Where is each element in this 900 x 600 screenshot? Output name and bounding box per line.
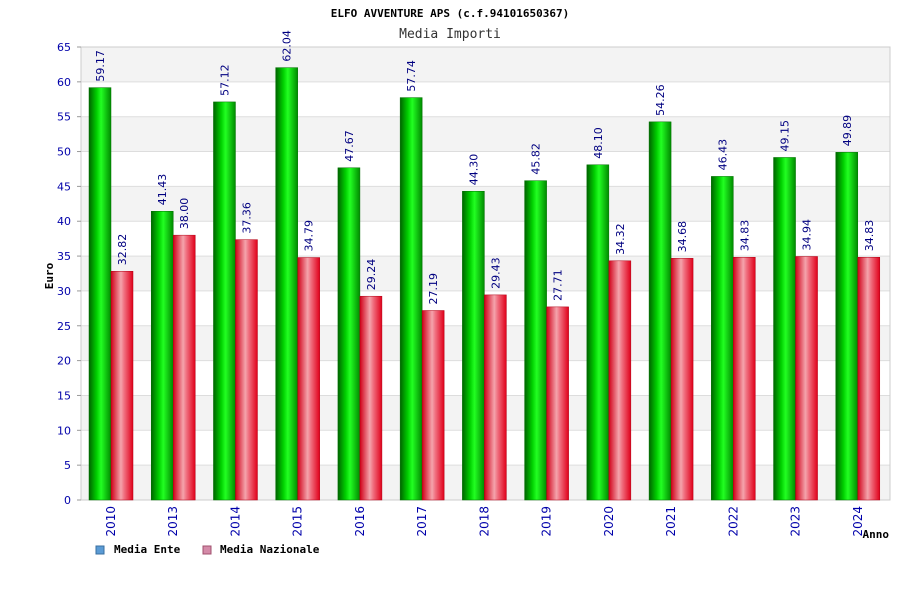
value-label-media-nazionale-2023: 34.94 bbox=[801, 219, 814, 251]
legend-label-media-nazionale: Media Nazionale bbox=[220, 543, 320, 556]
y-tick-label: 15 bbox=[57, 389, 71, 402]
bar-media-nazionale-2016 bbox=[359, 295, 383, 501]
legend-swatch-media-nazionale bbox=[202, 545, 212, 555]
y-tick-label: 55 bbox=[57, 111, 71, 124]
grid-band bbox=[81, 186, 890, 222]
x-tick-label-2017: 2017 bbox=[415, 506, 429, 537]
value-label-media-ente-2015: 62.04 bbox=[281, 30, 294, 62]
value-label-media-nazionale-2010: 32.82 bbox=[116, 234, 129, 266]
bar-media-ente-2024 bbox=[835, 152, 859, 501]
value-label-media-ente-2017: 57.74 bbox=[405, 60, 418, 92]
bar-media-ente-2015 bbox=[275, 67, 298, 501]
chart-subtitle: Media Importi bbox=[399, 27, 501, 42]
bar-media-ente-2021 bbox=[648, 121, 672, 501]
data-labels: 59.17 32.82 41.43 38.00 57.12 37.36 62.04 34.79… bbox=[94, 30, 876, 304]
bar-media-ente-2020 bbox=[586, 164, 610, 501]
value-label-media-ente-2014: 57.12 bbox=[218, 64, 231, 96]
bar-media-nazionale-2010 bbox=[110, 271, 134, 501]
bar-media-nazionale-2021 bbox=[670, 258, 694, 501]
bar-media-ente-2010 bbox=[88, 87, 112, 501]
bar-media-ente-2014 bbox=[213, 101, 236, 501]
value-label-media-nazionale-2018: 29.43 bbox=[489, 257, 502, 289]
bar-media-ente-2023 bbox=[773, 157, 796, 501]
x-tick-label-2010: 2010 bbox=[104, 506, 118, 537]
value-label-media-nazionale-2020: 34.32 bbox=[614, 223, 627, 255]
y-tick-label: 40 bbox=[57, 215, 71, 228]
y-axis-ticks: 0 5 10 15 20 25 30 35 40 45 50 55 60 65 bbox=[57, 41, 81, 507]
x-tick-label-2019: 2019 bbox=[540, 506, 554, 537]
bar-media-nazionale-2018 bbox=[484, 294, 507, 501]
x-tick-label-2020: 2020 bbox=[602, 506, 616, 537]
bar-media-ente-2013 bbox=[150, 211, 174, 501]
y-axis-label: Euro bbox=[43, 262, 56, 289]
bar-media-nazionale-2019 bbox=[546, 306, 569, 501]
value-label-media-nazionale-2016: 29.24 bbox=[365, 259, 378, 291]
value-label-media-ente-2021: 54.26 bbox=[654, 84, 667, 116]
y-tick-label: 10 bbox=[57, 424, 71, 437]
value-label-media-ente-2024: 49.89 bbox=[841, 115, 854, 147]
bar-media-nazionale-2015 bbox=[297, 257, 320, 501]
value-label-media-ente-2010: 59.17 bbox=[94, 50, 107, 82]
x-tick-label-2023: 2023 bbox=[789, 506, 803, 537]
bar-media-nazionale-2024 bbox=[857, 257, 881, 501]
bar-media-ente-2022 bbox=[711, 176, 734, 501]
x-tick-label-2022: 2022 bbox=[726, 506, 740, 537]
x-tick-label-2015: 2015 bbox=[291, 506, 305, 537]
grid-band bbox=[81, 47, 890, 82]
y-tick-label: 35 bbox=[57, 250, 71, 263]
y-tick-label: 20 bbox=[57, 355, 71, 368]
value-label-media-ente-2013: 41.43 bbox=[156, 174, 169, 206]
x-tick-label-2024: 2024 bbox=[851, 506, 865, 537]
x-tick-label-2014: 2014 bbox=[228, 506, 242, 537]
value-label-media-nazionale-2022: 34.83 bbox=[738, 220, 751, 252]
bar-media-ente-2016 bbox=[337, 167, 361, 501]
x-tick-label-2021: 2021 bbox=[664, 506, 678, 537]
legend-label-media-ente: Media Ente bbox=[114, 543, 181, 556]
value-label-media-ente-2019: 45.82 bbox=[530, 143, 543, 175]
grid-band bbox=[81, 116, 890, 152]
bar-media-nazionale-2013 bbox=[172, 234, 196, 501]
chart-title: ELFO AVVENTURE APS (c.f.94101650367) bbox=[331, 7, 569, 20]
grid-band bbox=[81, 256, 890, 291]
value-label-media-nazionale-2015: 34.79 bbox=[303, 220, 316, 252]
y-tick-label: 60 bbox=[57, 76, 71, 89]
legend: Media Ente Media Nazionale bbox=[95, 543, 320, 556]
value-label-media-ente-2018: 44.30 bbox=[467, 154, 480, 186]
bar-media-nazionale-2020 bbox=[608, 260, 632, 501]
value-label-media-nazionale-2013: 38.00 bbox=[178, 198, 191, 230]
value-label-media-nazionale-2014: 37.36 bbox=[240, 202, 253, 234]
y-tick-label: 30 bbox=[57, 285, 71, 298]
bar-media-nazionale-2022 bbox=[733, 257, 756, 501]
x-axis-ticks: 2010 2013 2014 2015 2016 2017 2018 2019 2020 2021… bbox=[104, 506, 865, 537]
bar-media-nazionale-2017 bbox=[421, 310, 445, 501]
value-label-media-nazionale-2019: 27.71 bbox=[552, 269, 565, 301]
x-tick-label-2016: 2016 bbox=[353, 506, 367, 537]
x-tick-label-2013: 2013 bbox=[166, 506, 180, 537]
y-tick-label: 0 bbox=[64, 494, 71, 507]
value-label-media-ente-2016: 47.67 bbox=[343, 130, 356, 162]
value-label-media-ente-2022: 46.43 bbox=[716, 139, 729, 171]
bars bbox=[88, 67, 881, 501]
y-tick-label: 50 bbox=[57, 146, 71, 159]
y-tick-label: 65 bbox=[57, 41, 71, 54]
legend-swatch-media-ente bbox=[95, 545, 105, 555]
bar-media-ente-2019 bbox=[524, 180, 547, 501]
bar-media-nazionale-2023 bbox=[795, 256, 818, 501]
value-label-media-ente-2020: 48.10 bbox=[592, 127, 605, 159]
value-label-media-nazionale-2021: 34.68 bbox=[676, 221, 689, 253]
y-tick-label: 25 bbox=[57, 320, 71, 333]
value-label-media-nazionale-2024: 34.83 bbox=[863, 220, 876, 252]
bar-media-nazionale-2014 bbox=[235, 239, 258, 501]
x-tick-label-2018: 2018 bbox=[477, 506, 491, 537]
y-tick-label: 5 bbox=[64, 459, 71, 472]
x-axis-label: Anno bbox=[863, 528, 890, 541]
y-tick-label: 45 bbox=[57, 180, 71, 193]
value-label-media-nazionale-2017: 27.19 bbox=[427, 273, 440, 305]
bar-media-ente-2018 bbox=[462, 191, 485, 501]
value-label-media-ente-2023: 49.15 bbox=[779, 120, 792, 152]
bar-media-ente-2017 bbox=[399, 97, 423, 501]
